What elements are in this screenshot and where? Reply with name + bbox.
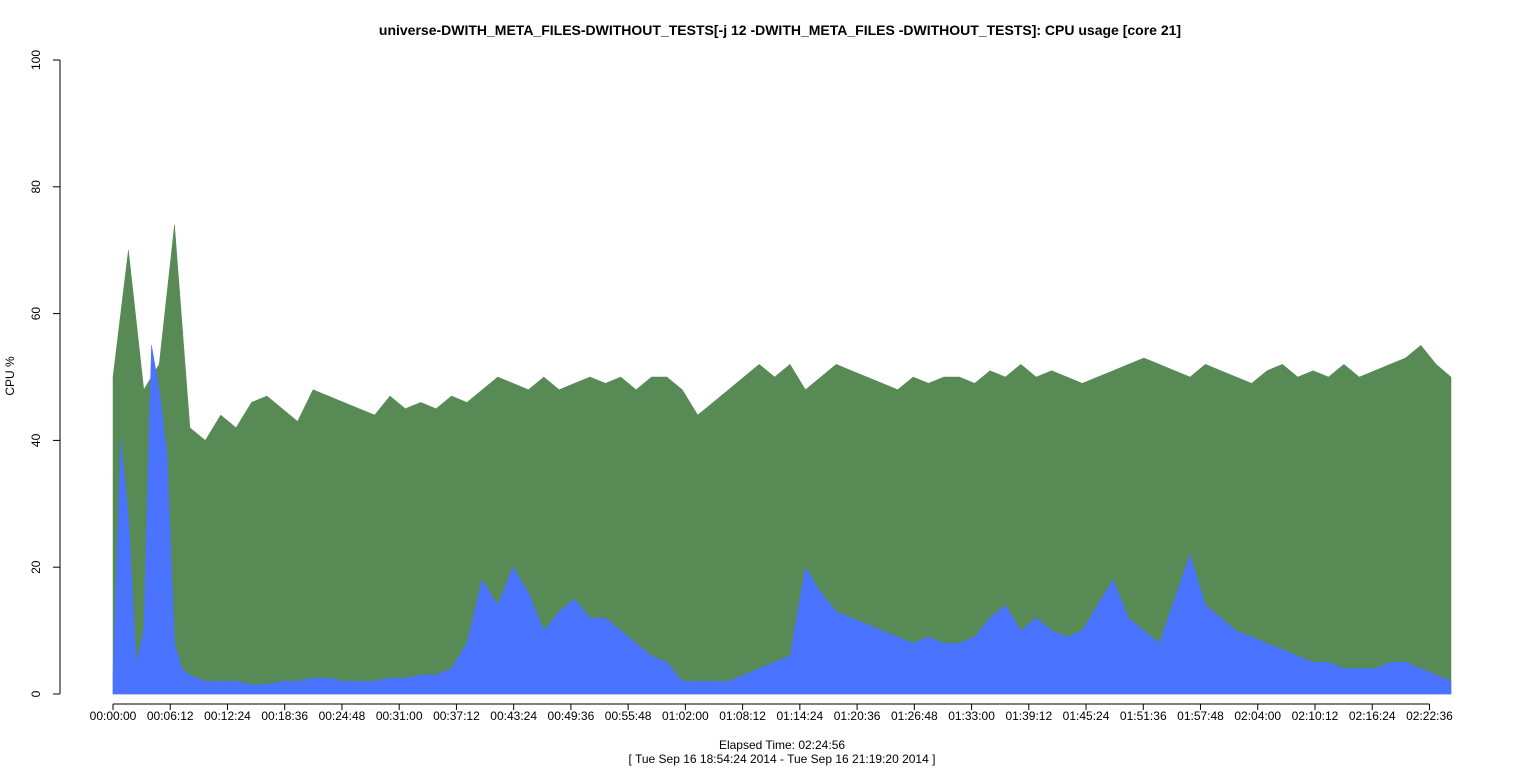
x-tick-label: 00:24:48 [319,709,366,723]
x-axis: 00:00:00 00:06:12 00:12:24 00:18:36 00:24:48… [90,703,1453,723]
y-tick-label: 20 [29,560,43,574]
x-axis-time-range: [ Tue Sep 16 18:54:24 2014 - Tue Sep 16 … [629,752,936,766]
y-tick-label: 60 [29,307,43,321]
x-tick-label: 00:43:24 [490,709,537,723]
x-tick-label: 00:49:36 [548,709,595,723]
series-area-2 [112,345,1452,695]
series-layer [112,224,1452,695]
y-tick-label: 80 [29,180,43,194]
series-area-1 [112,224,1452,695]
x-tick-label: 02:16:24 [1349,709,1396,723]
x-tick-label: 01:33:00 [948,709,995,723]
y-tick-label: 0 [29,690,43,697]
x-tick-label: 01:51:36 [1120,709,1167,723]
x-tick-label: 01:45:24 [1063,709,1110,723]
x-tick-label: 00:37:12 [433,709,480,723]
y-tick-label: 40 [29,433,43,447]
x-tick-label: 02:22:36 [1406,709,1453,723]
y-axis: 0 20 40 60 80 100 [29,50,61,697]
x-tick-label: 00:31:00 [376,709,423,723]
x-tick-label: 00:12:24 [204,709,251,723]
x-tick-label: 00:18:36 [261,709,308,723]
x-tick-label: 01:02:00 [662,709,709,723]
x-tick-label: 00:06:12 [147,709,194,723]
x-tick-label: 01:14:24 [776,709,823,723]
x-tick-label: 01:08:12 [719,709,766,723]
x-tick-label: 01:20:36 [834,709,881,723]
x-tick-label: 02:04:00 [1234,709,1281,723]
x-axis-label: Elapsed Time: 02:24:56 [719,738,845,752]
y-axis-label: CPU % [3,356,17,396]
x-tick-label: 01:57:48 [1177,709,1224,723]
x-tick-label: 02:10:12 [1292,709,1339,723]
x-tick-label: 00:00:00 [90,709,137,723]
y-tick-label: 100 [29,50,43,70]
chart-title: universe-DWITH_META_FILES-DWITHOUT_TESTS… [379,22,1181,38]
x-tick-label: 00:55:48 [605,709,652,723]
x-tick-label: 01:39:12 [1005,709,1052,723]
x-tick-label: 01:26:48 [891,709,938,723]
